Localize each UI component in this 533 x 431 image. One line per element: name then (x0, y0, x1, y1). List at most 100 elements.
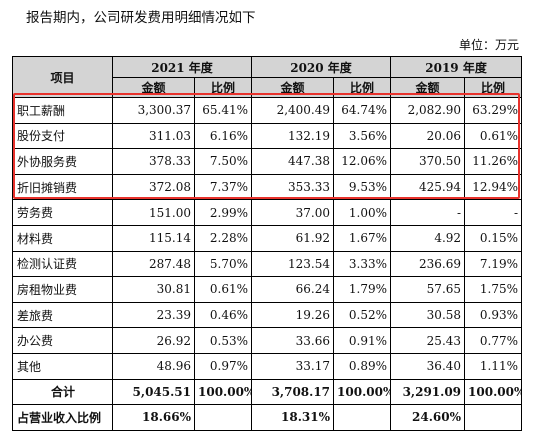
total-value: 100.00% (193, 378, 253, 406)
row-value: 447.38 (251, 148, 335, 175)
row-value: 6.16% (193, 122, 253, 150)
table-row: 职工薪酬 3,300.37 65.41% 2,400.49 64.74% 2,082.90… (12, 97, 523, 124)
table-row: 股份支付 311.03 6.16% 132.19 3.56% 20.06 0.61% (12, 122, 523, 150)
row-value: 9.53% (333, 173, 392, 201)
revenue-ratio-value: 24.60% (390, 404, 466, 431)
row-value: 1.11% (464, 352, 523, 380)
table-row: 材料费 115.14 2.28% 61.92 1.67% 4.92 0.15% (12, 224, 523, 252)
row-value: 0.93% (464, 301, 523, 329)
header-year-2020: 2020 年度 (251, 56, 392, 78)
row-value: 0.15% (464, 224, 523, 252)
row-value: 372.08 (112, 173, 195, 201)
rd-expense-table: 项目 2021 年度 2020 年度 2019 年度 金额 比例 金额 比例 金… (12, 56, 523, 431)
row-value: 2.99% (193, 199, 253, 226)
row-value: - (390, 199, 466, 226)
row-value: 2,400.49 (251, 97, 335, 124)
header-amount: 金额 (112, 77, 195, 98)
header-amount: 金额 (390, 77, 466, 98)
row-label: 其他 (12, 352, 113, 380)
revenue-ratio-value: 18.31% (251, 404, 335, 431)
row-value: 1.00% (333, 199, 392, 226)
row-value: 236.69 (390, 250, 466, 278)
table-row: 办公费 26.92 0.53% 33.66 0.91% 25.43 0.77% (12, 327, 523, 354)
row-label: 外协服务费 (12, 148, 113, 175)
row-value: 115.14 (112, 224, 195, 252)
row-value: 0.77% (464, 327, 523, 354)
unit-label: 单位：万元 (458, 38, 519, 52)
row-value: 311.03 (112, 122, 195, 150)
row-value: 57.65 (390, 276, 466, 303)
table-row: 差旅费 23.39 0.46% 19.26 0.52% 30.58 0.93% (12, 301, 523, 329)
row-value: 5.70% (193, 250, 253, 278)
row-value: 3,300.37 (112, 97, 195, 124)
table-row: 劳务费 151.00 2.99% 37.00 1.00% - - (12, 199, 523, 226)
intro-text: 报告期内，公司研发费用明细情况如下 (26, 10, 256, 26)
row-value: 3.56% (333, 122, 392, 150)
row-value: 20.06 (390, 122, 466, 150)
row-value: 3.33% (333, 250, 392, 278)
row-label: 检测认证费 (12, 250, 113, 278)
row-value: 12.94% (464, 173, 523, 201)
row-value: 37.00 (251, 199, 335, 226)
row-label: 材料费 (12, 224, 113, 252)
row-value: 370.50 (390, 148, 466, 175)
empty-cell (464, 404, 523, 431)
row-value: 23.39 (112, 301, 195, 329)
total-row: 合计 5,045.51 100.00% 3,708.17 100.00% 3,291.09… (12, 378, 523, 406)
row-label: 差旅费 (12, 301, 113, 329)
row-value: 30.58 (390, 301, 466, 329)
table-row: 折旧摊销费 372.08 7.37% 353.33 9.53% 425.94 12.94% (12, 173, 523, 201)
total-value: 3,708.17 (251, 378, 335, 406)
row-label: 折旧摊销费 (12, 173, 113, 201)
row-value: 63.29% (464, 97, 523, 124)
row-value: 26.92 (112, 327, 195, 354)
total-label: 合计 (12, 378, 113, 406)
header-ratio: 比例 (193, 77, 253, 98)
revenue-ratio-value: 18.66% (112, 404, 195, 431)
row-value: 0.46% (193, 301, 253, 329)
total-value: 5,045.51 (112, 378, 195, 406)
table-row: 房租物业费 30.81 0.61% 66.24 1.79% 57.65 1.75% (12, 276, 523, 303)
row-value: 7.37% (193, 173, 253, 201)
row-value: 19.26 (251, 301, 335, 329)
row-value: 30.81 (112, 276, 195, 303)
row-value: 0.91% (333, 327, 392, 354)
row-value: 287.48 (112, 250, 195, 278)
row-value: 4.92 (390, 224, 466, 252)
row-value: 7.19% (464, 250, 523, 278)
row-value: 1.67% (333, 224, 392, 252)
revenue-ratio-row: 占营业收入比例 18.66% 18.31% 24.60% (12, 404, 523, 431)
header-item: 项目 (12, 56, 113, 98)
row-value: 1.79% (333, 276, 392, 303)
total-value: 100.00% (464, 378, 523, 406)
row-value: 2,082.90 (390, 97, 466, 124)
row-value: 0.52% (333, 301, 392, 329)
row-value: 378.33 (112, 148, 195, 175)
row-value: 0.89% (333, 352, 392, 380)
row-label: 劳务费 (12, 199, 113, 226)
row-label: 房租物业费 (12, 276, 113, 303)
row-value: 12.06% (333, 148, 392, 175)
row-value: 1.75% (464, 276, 523, 303)
row-value: 61.92 (251, 224, 335, 252)
row-value: 353.33 (251, 173, 335, 201)
row-value: 65.41% (193, 97, 253, 124)
row-value: 425.94 (390, 173, 466, 201)
row-label: 股份支付 (12, 122, 113, 150)
row-value: 2.28% (193, 224, 253, 252)
total-value: 3,291.09 (390, 378, 466, 406)
row-value: 132.19 (251, 122, 335, 150)
row-value: 25.43 (390, 327, 466, 354)
row-value: 33.17 (251, 352, 335, 380)
empty-cell (333, 404, 392, 431)
header-ratio: 比例 (464, 77, 523, 98)
total-value: 100.00% (333, 378, 392, 406)
header-year-2021: 2021 年度 (111, 56, 253, 78)
table-row: 外协服务费 378.33 7.50% 447.38 12.06% 370.50 11.26% (12, 148, 523, 175)
row-value: 36.40 (390, 352, 466, 380)
row-value: 151.00 (112, 199, 195, 226)
row-value: 64.74% (333, 97, 392, 124)
revenue-ratio-label: 占营业收入比例 (12, 404, 113, 431)
table-row: 其他 48.96 0.97% 33.17 0.89% 36.40 1.11% (12, 352, 523, 380)
row-value: 11.26% (464, 148, 523, 175)
